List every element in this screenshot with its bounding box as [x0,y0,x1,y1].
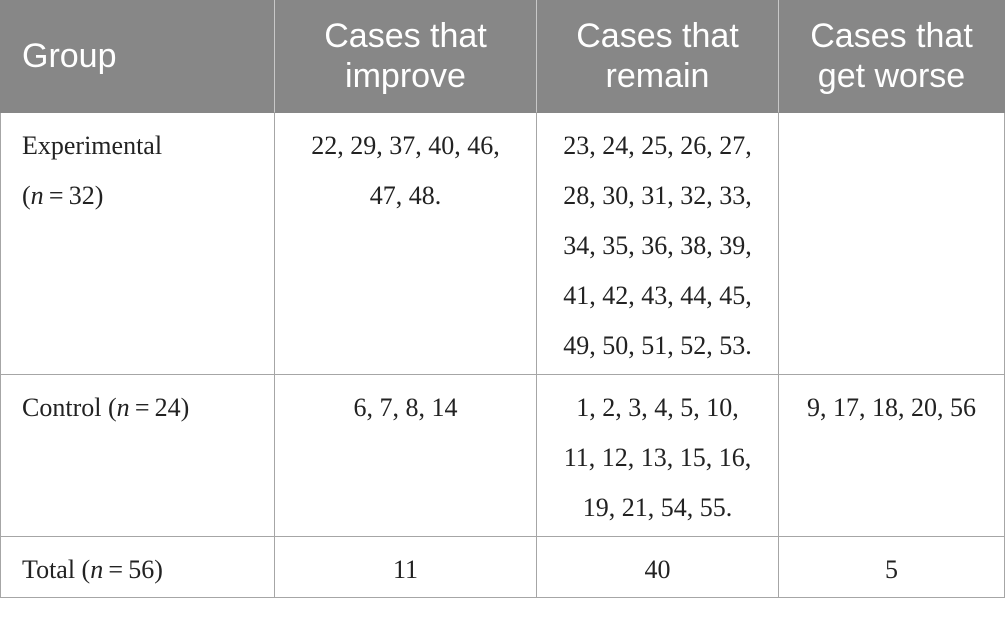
cell-line: 19, 21, 54, 55. [582,493,733,522]
cell-line: 49, 50, 51, 52, 53. [563,331,752,360]
text-segment: = 24) [129,393,190,422]
cell-line: 9, 17, 18, 20, 56 [807,393,976,422]
text-segment: = 32) [43,181,104,210]
cell-line: 1, 2, 3, 4, 5, 10, [576,393,739,422]
data-cell: 23, 24, 25, 26, 27, 28, 30, 31, 32, 33, 34… [537,113,779,375]
group-cell: Control (n = 24) [0,375,275,537]
cell-line: 40 [644,555,671,584]
data-cell: 22, 29, 37, 40, 46, 47, 48. [275,113,537,375]
cell-line: Cases that [810,17,973,55]
text-segment: Control ( [22,393,117,422]
cell-line: Total (n = 56) [22,545,274,595]
data-cell [779,113,1005,375]
cell-line: 11, 12, 13, 15, 16, [563,443,752,472]
text-segment: ( [22,181,31,210]
group-cell: Total (n = 56) [0,537,275,598]
data-cell: 5 [779,537,1005,598]
cell-line: 34, 35, 36, 38, 39, [563,231,752,260]
cell-line: Cases that [576,17,739,55]
cell-line: Experimental [22,121,274,171]
cell-line: remain [605,57,710,95]
cell-line: 6, 7, 8, 14 [353,393,458,422]
text-segment: n [90,555,104,584]
header-cell: Cases that get worse [779,0,1005,113]
cell-line: get worse [817,57,966,95]
cell-line: improve [345,57,466,95]
text-segment: = 56) [103,555,163,584]
group-cell: Experimental (n = 32) [0,113,275,375]
cell-line: Cases that [324,17,487,55]
header-cell: Cases that improve [275,0,537,113]
text-segment: n [30,181,44,210]
text-segment: n [116,393,130,422]
text-segment: Experimental [22,131,163,160]
cell-line: Control (n = 24) [22,383,274,433]
cell-line: 5 [885,555,898,584]
data-cell: 1, 2, 3, 4, 5, 10, 11, 12, 13, 15, 16, 19,… [537,375,779,537]
cell-line: 22, 29, 37, 40, 46, [311,131,500,160]
header-cell: Group [0,0,275,113]
text-segment: Total ( [22,555,91,584]
cell-line: 11 [392,555,419,584]
cell-line: 41, 42, 43, 44, 45, [563,281,752,310]
header-cell: Cases that remain [537,0,779,113]
data-cell: 40 [537,537,779,598]
data-cell: 6, 7, 8, 14 [275,375,537,537]
cell-line: Group [22,37,117,75]
cell-line: 28, 30, 31, 32, 33, [563,181,752,210]
data-cell: 11 [275,537,537,598]
data-cell: 9, 17, 18, 20, 56 [779,375,1005,537]
cell-line: (n = 32) [22,171,274,221]
cell-line: 47, 48. [369,181,442,210]
cell-line: 23, 24, 25, 26, 27, [563,131,752,160]
